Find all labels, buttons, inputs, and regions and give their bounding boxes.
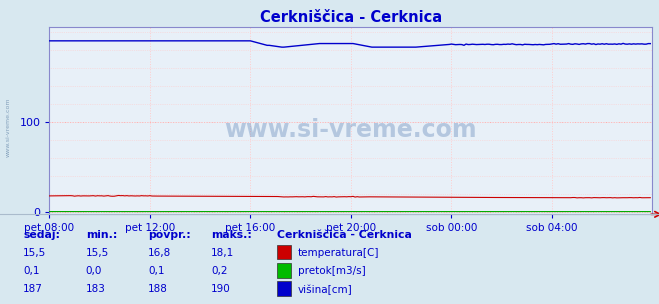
Title: Cerkniščica - Cerknica: Cerkniščica - Cerknica bbox=[260, 10, 442, 25]
Text: maks.:: maks.: bbox=[211, 230, 252, 240]
Text: Cerkniščica - Cerknica: Cerkniščica - Cerknica bbox=[277, 230, 412, 240]
Text: pretok[m3/s]: pretok[m3/s] bbox=[298, 266, 366, 276]
Text: 15,5: 15,5 bbox=[86, 248, 109, 258]
Text: min.:: min.: bbox=[86, 230, 117, 240]
Text: 183: 183 bbox=[86, 284, 105, 294]
Text: 188: 188 bbox=[148, 284, 168, 294]
Text: 16,8: 16,8 bbox=[148, 248, 171, 258]
Text: 187: 187 bbox=[23, 284, 43, 294]
Text: 0,2: 0,2 bbox=[211, 266, 227, 276]
Text: sedaj:: sedaj: bbox=[23, 230, 60, 240]
Text: 0,1: 0,1 bbox=[23, 266, 40, 276]
Text: povpr.:: povpr.: bbox=[148, 230, 191, 240]
Text: višina[cm]: višina[cm] bbox=[298, 284, 353, 295]
Text: 15,5: 15,5 bbox=[23, 248, 46, 258]
Text: 0,0: 0,0 bbox=[86, 266, 102, 276]
Text: 0,1: 0,1 bbox=[148, 266, 165, 276]
Text: temperatura[C]: temperatura[C] bbox=[298, 248, 380, 258]
Text: 18,1: 18,1 bbox=[211, 248, 234, 258]
Text: www.si-vreme.com: www.si-vreme.com bbox=[5, 98, 11, 157]
Text: www.si-vreme.com: www.si-vreme.com bbox=[225, 118, 477, 142]
Text: 190: 190 bbox=[211, 284, 231, 294]
